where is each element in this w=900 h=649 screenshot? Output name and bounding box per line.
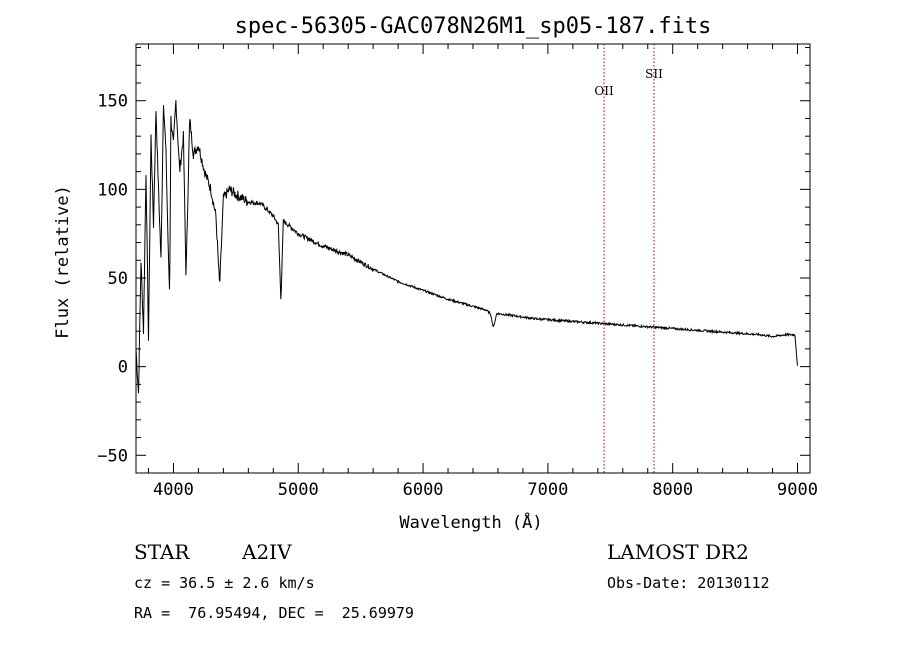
coordinates: RA = 76.95494, DEC = 25.69979 <box>134 604 414 622</box>
y-tick-label: 50 <box>108 269 128 289</box>
observation-date: Obs-Date: 20130112 <box>607 574 770 592</box>
plot-frame <box>135 43 811 474</box>
chart-title: spec-56305-GAC078N26M1_sp05-187.fits <box>235 14 712 39</box>
y-tick-label: 0 <box>118 358 128 378</box>
line-marker-label: SII <box>645 67 663 81</box>
x-axis-label: Wavelength (Å) <box>399 511 542 533</box>
object-subclass: A2IV <box>242 540 292 564</box>
x-tick-label: 4000 <box>153 480 194 500</box>
y-tick-label: 100 <box>97 180 128 200</box>
line-marker-label: OII <box>594 84 614 98</box>
y-tick-label: 150 <box>97 92 128 112</box>
y-tick-label: −50 <box>97 446 128 466</box>
object-type: STAR <box>134 540 190 564</box>
x-tick-label: 7000 <box>527 480 568 500</box>
redshift-cz: cz = 36.5 ± 2.6 km/s <box>134 574 315 592</box>
x-tick-label: 8000 <box>652 480 693 500</box>
spectrum-line <box>135 100 798 394</box>
survey-name: LAMOST DR2 <box>607 540 749 564</box>
x-tick-label: 9000 <box>777 480 818 500</box>
x-tick-label: 6000 <box>403 480 444 500</box>
x-tick-label: 5000 <box>278 480 319 500</box>
y-axis-label: Flux (relative) <box>53 185 73 339</box>
